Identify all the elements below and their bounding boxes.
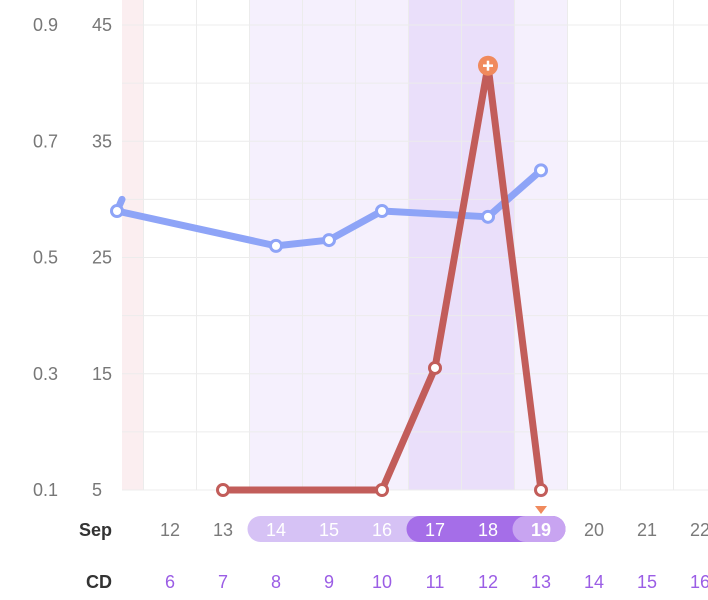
cycle-day-number: 16	[690, 572, 708, 592]
left-axis-tick: 0.5	[33, 248, 58, 268]
left-axis-tick: 0.3	[33, 364, 58, 384]
cycle-day-number: 15	[637, 572, 657, 592]
right-axis-tick: 35	[92, 131, 112, 151]
selected-day-marker	[535, 506, 547, 514]
cycle-day-number: 14	[584, 572, 604, 592]
lh-point	[375, 483, 389, 497]
date-label: 15	[319, 520, 339, 540]
selected-day-pill	[512, 516, 566, 542]
temperature-point	[534, 163, 548, 178]
temperature-point	[110, 204, 124, 218]
lh-point	[534, 483, 548, 497]
right-axis-tick: 15	[92, 364, 112, 384]
cycle-day-number: 6	[165, 572, 175, 592]
date-label: 14	[266, 520, 286, 540]
date-label: 17	[425, 520, 445, 540]
temperature-point	[375, 204, 389, 218]
date-label: 19	[531, 520, 551, 540]
date-label: 22	[690, 520, 708, 540]
date-label: 18	[478, 520, 498, 540]
cycle-day-number: 12	[478, 572, 498, 592]
cycle-day-number: 10	[372, 572, 392, 592]
cycle-day-label: CD	[86, 572, 112, 592]
cycle-day-number: 11	[426, 572, 445, 592]
temperature-point	[322, 233, 336, 248]
right-axis-tick: 45	[92, 15, 112, 35]
pink-band	[122, 0, 144, 490]
left-axis-tick: 0.7	[33, 131, 58, 151]
date-label: 13	[213, 520, 233, 540]
left-axis-tick: 0.1	[33, 480, 58, 500]
left-axis-tick: 0.9	[33, 15, 58, 35]
right-axis-tick: 25	[92, 248, 112, 268]
cycle-day-number: 7	[218, 572, 228, 592]
temperature-point	[481, 209, 495, 224]
month-label: Sep	[79, 520, 112, 540]
cycle-day-number: 8	[271, 572, 281, 592]
lh-point	[428, 360, 442, 375]
lh-point	[216, 483, 230, 497]
cycle-day-number: 9	[324, 572, 334, 592]
right-axis-tick: 5	[92, 480, 102, 500]
fertile-band	[514, 0, 568, 490]
fertile-band	[355, 0, 409, 490]
date-label: 16	[372, 520, 392, 540]
date-label: 12	[160, 520, 180, 540]
date-label: 20	[584, 520, 604, 540]
temperature-point	[269, 238, 283, 253]
cycle-day-number: 13	[531, 572, 551, 592]
date-label: 21	[637, 520, 657, 540]
